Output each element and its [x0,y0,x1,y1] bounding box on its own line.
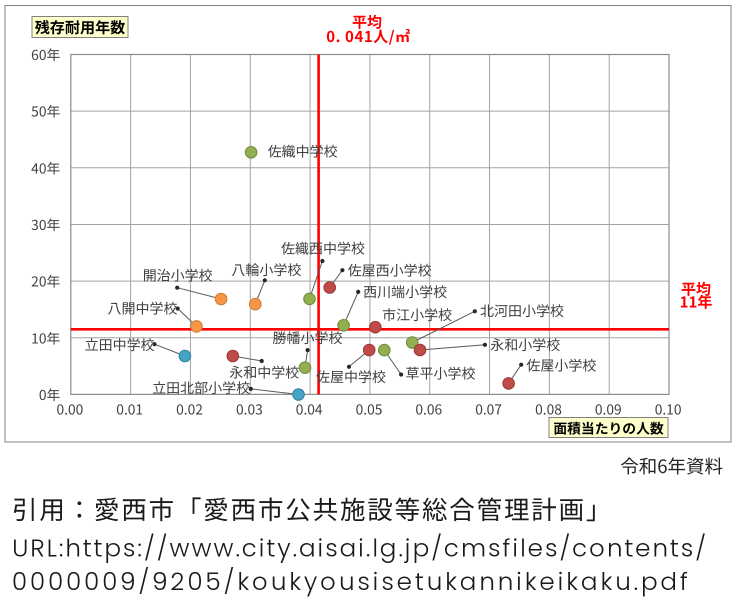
svg-text:60年: 60年 [31,44,60,64]
svg-text:八開中学校: 八開中学校 [108,299,178,319]
svg-text:平均: 平均 [352,11,382,32]
svg-text:佐織中学校: 佐織中学校 [268,142,338,162]
svg-text:草平小学校: 草平小学校 [406,364,476,384]
svg-text:面積当たりの人数: 面積当たりの人数 [553,417,664,437]
svg-text:平均: 平均 [681,279,711,300]
svg-text:0.08: 0.08 [535,398,562,418]
svg-text:開治小学校: 開治小学校 [143,265,213,285]
svg-text:30年: 30年 [31,214,60,234]
svg-text:北河田小学校: 北河田小学校 [480,301,564,321]
svg-text:10年: 10年 [31,327,60,347]
svg-text:0.02: 0.02 [176,398,203,418]
svg-text:佐織西中学校: 佐織西中学校 [281,238,365,258]
svg-text:残存耐用年数: 残存耐用年数 [35,16,126,38]
svg-text:0.04: 0.04 [296,398,323,418]
svg-text:八輪小学校: 八輪小学校 [231,260,301,280]
svg-text:0.09: 0.09 [595,398,622,418]
svg-text:立田北部小学校: 立田北部小学校 [152,378,250,398]
svg-text:市江小学校: 市江小学校 [382,305,452,325]
svg-text:0.01: 0.01 [116,398,143,418]
svg-text:永和中学校: 永和中学校 [229,363,299,383]
svg-text:0.07: 0.07 [475,398,502,418]
svg-text:0年: 0年 [39,384,61,404]
svg-text:佐屋西小学校: 佐屋西小学校 [348,260,432,280]
svg-text:0.00: 0.00 [56,398,83,418]
svg-text:11年: 11年 [680,291,713,312]
svg-text:永和小学校: 永和小学校 [490,335,560,355]
svg-text:佐屋中学校: 佐屋中学校 [316,367,386,387]
svg-text:0.05: 0.05 [356,398,383,418]
svg-text:0. 041人/㎡: 0. 041人/㎡ [326,26,410,47]
svg-text:西川端小学校: 西川端小学校 [363,282,447,302]
svg-text:令和6年資料: 令和6年資料 [620,453,723,479]
svg-text:佐屋小学校: 佐屋小学校 [526,355,596,375]
svg-text:立田中学校: 立田中学校 [85,335,155,355]
svg-text:20年: 20年 [31,271,60,291]
svg-text:0000009/9205/koukyousisetukann: 0000009/9205/koukyousisetukannikeikaku.p… [12,564,691,599]
svg-text:50年: 50年 [31,101,60,121]
svg-text:0.03: 0.03 [236,398,263,418]
svg-text:URL:https://www.city.aisai.lg.: URL:https://www.city.aisai.lg.jp/cmsfile… [12,531,708,566]
svg-text:40年: 40年 [31,157,60,177]
svg-text:0.10: 0.10 [655,398,682,418]
svg-text:0.06: 0.06 [415,398,442,418]
svg-text:引用：愛西市「愛西市公共施設等総合管理計画」: 引用：愛西市「愛西市公共施設等総合管理計画」 [12,490,613,527]
svg-text:勝幡小学校: 勝幡小学校 [273,328,343,348]
